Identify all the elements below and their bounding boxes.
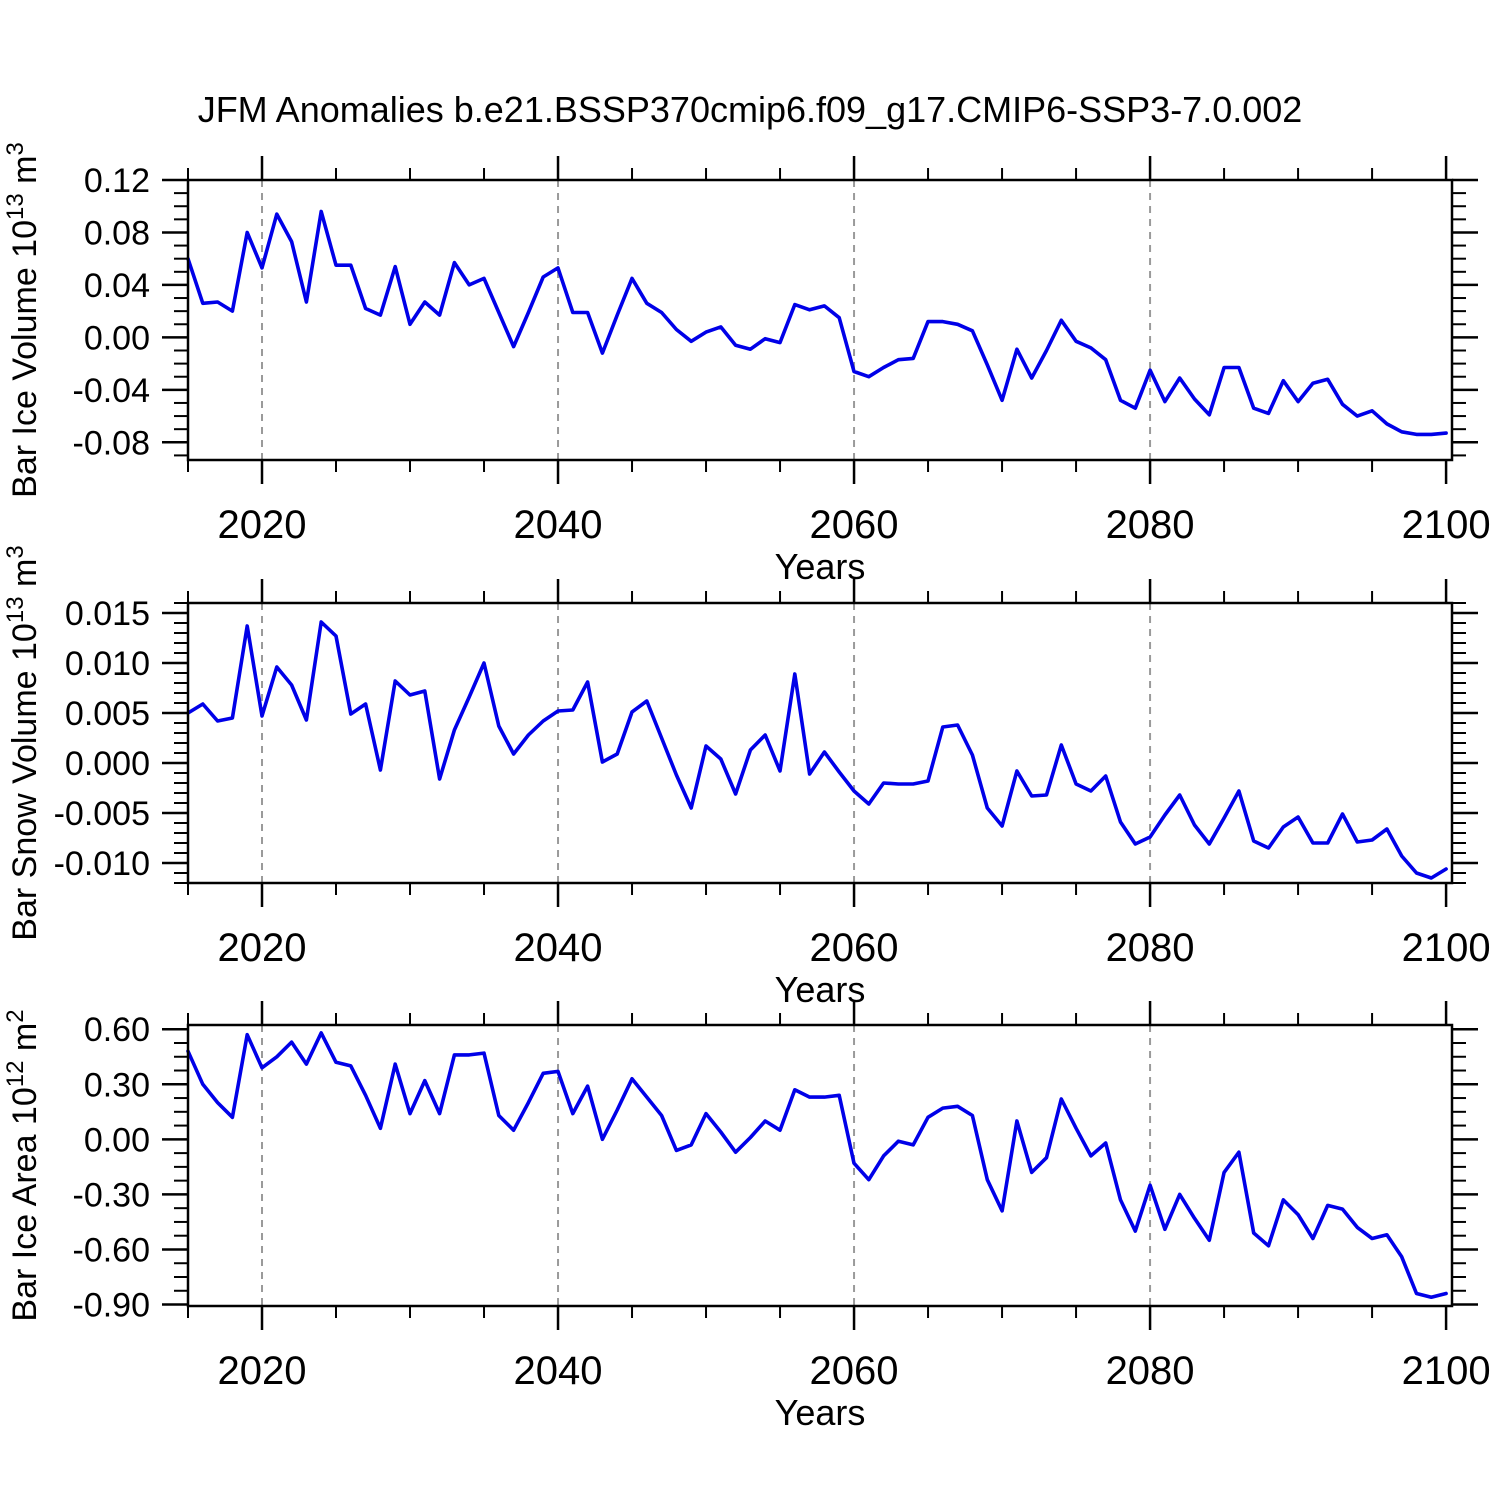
x-tick-label: 2060 xyxy=(810,926,899,970)
y-tick-label: 0.000 xyxy=(65,745,150,783)
plot-box xyxy=(186,178,1454,462)
y-tick-label: -0.30 xyxy=(73,1176,151,1214)
x-tick-label: 2040 xyxy=(514,926,603,970)
y-tick-label: 0.00 xyxy=(84,1121,150,1159)
panels-group: 2020 2040 2060 2080 2100 0.12 0.08 0.04 0.00 -0.0… xyxy=(2,142,1491,1433)
y-tick-label: 0.30 xyxy=(84,1066,150,1104)
x-tick-label: 2100 xyxy=(1402,926,1491,970)
x-tick-label: 2060 xyxy=(810,503,899,547)
panel-3-data-line xyxy=(186,1031,1448,1299)
y-tick-label: -0.010 xyxy=(54,845,150,883)
y-tick-label: -0.90 xyxy=(73,1287,151,1325)
x-tick-label: 2100 xyxy=(1402,503,1491,547)
x-tick-label: 2020 xyxy=(218,926,307,970)
chart-title: JFM Anomalies b.e21.BSSP370cmip6.f09_g17… xyxy=(198,89,1303,130)
y-tick-label: -0.08 xyxy=(73,424,151,462)
x-tick-label: 2080 xyxy=(1106,1349,1195,1393)
plot-box xyxy=(186,1023,1454,1308)
x-axis-title: Years xyxy=(775,969,866,1010)
plot-box xyxy=(186,601,1454,885)
y-tick-label: 0.005 xyxy=(65,695,150,733)
x-tick-label: 2040 xyxy=(514,1349,603,1393)
y-tick-label: 0.08 xyxy=(84,214,150,252)
y-tick-label: 0.60 xyxy=(84,1011,150,1049)
x-tick-label: 2040 xyxy=(514,503,603,547)
x-axis-title: Years xyxy=(775,1392,866,1433)
y-axis-title: Bar Ice Area 1012 m2 xyxy=(2,1009,44,1321)
x-tick-label: 2020 xyxy=(218,1349,307,1393)
y-tick-label: -0.60 xyxy=(73,1231,151,1269)
y-tick-label: 0.12 xyxy=(84,162,150,200)
panel-2-data-line xyxy=(186,620,1448,880)
y-tick-label: -0.005 xyxy=(54,795,150,833)
y-tick-label: 0.04 xyxy=(84,267,150,305)
x-tick-label: 2060 xyxy=(810,1349,899,1393)
y-axis-title: Bar Snow Volume 1013 m3 xyxy=(2,545,44,940)
panel-1-data-line xyxy=(186,209,1448,437)
x-tick-label: 2020 xyxy=(218,503,307,547)
y-tick-label: 0.015 xyxy=(65,595,150,633)
y-tick-label: 0.010 xyxy=(65,645,150,683)
y-tick-label: -0.04 xyxy=(73,372,151,410)
panel-3: 2020 2040 2060 2080 2100 0.60 0.30 0.00 -0.30 -0.… xyxy=(2,1001,1491,1433)
x-axis-title: Years xyxy=(775,546,866,587)
x-tick-label: 2100 xyxy=(1402,1349,1491,1393)
panel-2: 2020 2040 2060 2080 2100 0.015 0.010 0.005 0.000… xyxy=(2,545,1491,1010)
x-tick-label: 2080 xyxy=(1106,926,1195,970)
x-tick-label: 2080 xyxy=(1106,503,1195,547)
panel-1: 2020 2040 2060 2080 2100 0.12 0.08 0.04 0.00 -0.0… xyxy=(2,142,1491,587)
y-axis-title: Bar Ice Volume 1013 m3 xyxy=(2,142,44,498)
y-tick-label: 0.00 xyxy=(84,319,150,357)
